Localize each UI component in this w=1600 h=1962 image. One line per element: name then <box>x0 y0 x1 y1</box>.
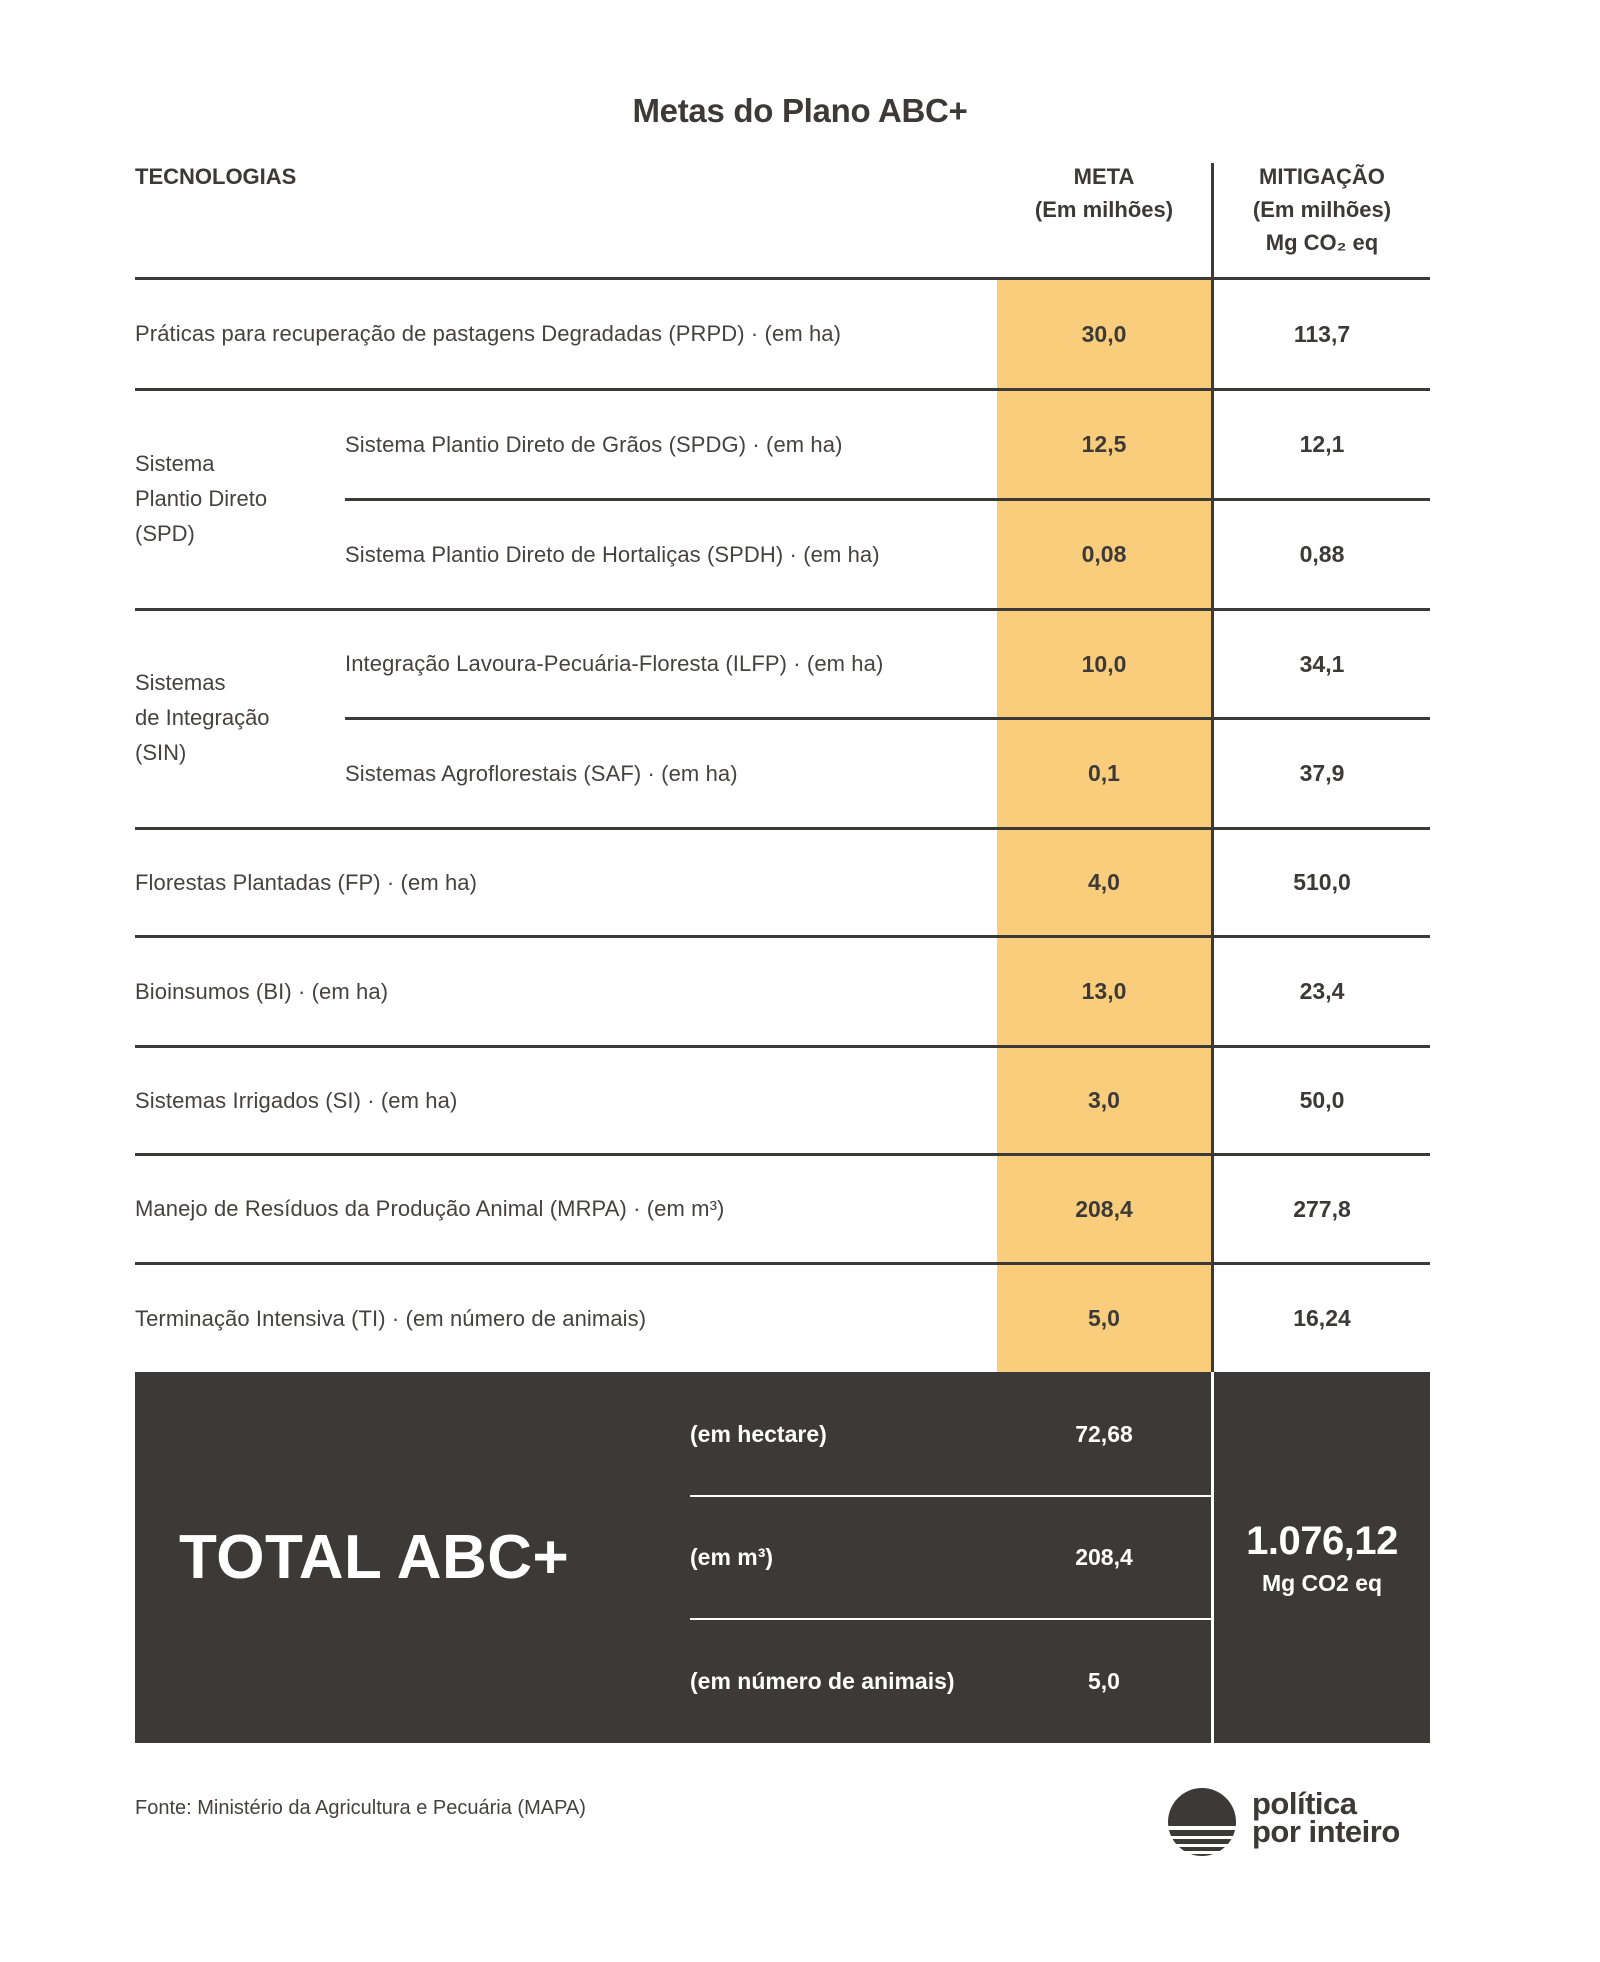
meta-value-ilfp: 10,0 <box>1081 650 1127 677</box>
mitigation-value-spdh: 0,88 <box>1299 541 1345 567</box>
total-row-value-m3: 208,4 <box>1075 1544 1133 1570</box>
mitigation-value-prpd: 113,7 <box>1293 320 1351 347</box>
row-divider <box>135 388 1430 391</box>
total-row-divider <box>690 1618 1211 1620</box>
total-abc-label: TOTAL ABC+ <box>179 1523 570 1592</box>
mitigacao-header-line3: Mg CO₂ eq <box>1265 230 1379 255</box>
total-row-label-hectare: (em hectare) <box>690 1420 827 1447</box>
meta-column-highlight <box>997 280 1211 1372</box>
row-label-bi: Bioinsumos (BI) · (em ha) <box>135 978 389 1004</box>
row-label-ilfp: Integração Lavoura-Pecuária-Floresta (IL… <box>345 651 884 676</box>
meta-value-fp: 4,0 <box>1088 869 1120 895</box>
meta-value-spdg: 12,5 <box>1081 431 1127 457</box>
row-label-fp: Florestas Plantadas (FP) · (em ha) <box>135 869 478 895</box>
meta-value-bi: 13,0 <box>1081 978 1127 1004</box>
mitigacao-header-line2: (Em milhões) <box>1252 197 1392 222</box>
meta-header-line2: (Em milhões) <box>1034 197 1174 222</box>
column-divider-line <box>1211 163 1214 1372</box>
header-divider-line <box>135 277 1430 280</box>
row-divider <box>135 827 1430 830</box>
sub-row-divider <box>345 717 1430 720</box>
meta-value-spdh: 0,08 <box>1081 541 1127 567</box>
total-mitigation-value: 1.076,12 <box>1246 1518 1398 1563</box>
total-row-divider <box>690 1495 1211 1497</box>
total-mitigation: 1.076,12 Mg CO2 eq <box>1214 1372 1430 1743</box>
row-label-mrpa: Manejo de Resíduos da Produção Animal (M… <box>135 1196 725 1221</box>
row-divider <box>135 1153 1430 1156</box>
column-header-tecnologias: TECNOLOGIAS <box>135 164 297 189</box>
row-label-prpd: Práticas para recuperação de pastagens D… <box>135 321 842 346</box>
row-divider <box>135 1045 1430 1048</box>
page-title: Metas do Plano ABC+ <box>632 92 968 129</box>
row-label-si: Sistemas Irrigados (SI) · (em ha) <box>135 1087 458 1113</box>
row-divider <box>135 1262 1430 1265</box>
total-row-value-hectare: 72,68 <box>1075 1420 1133 1447</box>
total-mitigation-unit: Mg CO2 eq <box>1261 1569 1383 1596</box>
meta-value-si: 3,0 <box>1088 1087 1120 1113</box>
mitigacao-header-line1: MITIGAÇÃO <box>1259 164 1385 189</box>
mitigation-value-bi: 23,4 <box>1299 978 1345 1004</box>
mitigation-value-ti: 16,24 <box>1293 1305 1351 1331</box>
total-row-value-animais: 5,0 <box>1088 1667 1120 1694</box>
sub-row-divider <box>345 498 1430 501</box>
column-header-meta: META (Em milhões) <box>997 160 1211 226</box>
mitigation-value-si: 50,0 <box>1299 1087 1345 1113</box>
meta-value-ti: 5,0 <box>1088 1305 1120 1331</box>
total-abc-block: TOTAL ABC+ (em hectare) 72,68 (em m³) 20… <box>135 1372 1430 1743</box>
meta-value-prpd: 30,0 <box>1081 320 1127 347</box>
mitigation-value-ilfp: 34,1 <box>1299 650 1345 677</box>
group-label-spd: Sistema Plantio Direto (SPD) <box>135 450 268 546</box>
total-column-divider-line <box>1211 1372 1214 1743</box>
logo-wordmark-line2: por inteiro <box>1252 1814 1400 1849</box>
row-divider <box>135 608 1430 611</box>
meta-value-mrpa: 208,4 <box>1075 1195 1133 1222</box>
group-label-sin: Sistemas de Integração (SIN) <box>135 670 270 765</box>
logo-wordmark: política por inteiro <box>1252 1786 1400 1849</box>
mitigation-value-saf: 37,9 <box>1299 760 1345 786</box>
total-row-label-m3: (em m³) <box>690 1544 774 1570</box>
row-divider <box>135 935 1430 938</box>
sun-stripes-logo-icon <box>1168 1788 1236 1856</box>
mitigation-value-fp: 510,0 <box>1293 869 1351 895</box>
politica-por-inteiro-logo: política por inteiro <box>1168 1788 1400 1856</box>
row-label-ti: Terminação Intensiva (TI) · (em número d… <box>135 1305 647 1331</box>
row-label-saf: Sistemas Agroflorestais (SAF) · (em ha) <box>345 760 738 786</box>
row-label-spdg: Sistema Plantio Direto de Grãos (SPDG) ·… <box>345 431 843 457</box>
mitigation-value-mrpa: 277,8 <box>1293 1195 1351 1222</box>
source-note: Fonte: Ministério da Agricultura e Pecuá… <box>135 1797 586 1819</box>
meta-header-line1: META <box>1073 164 1135 189</box>
meta-value-saf: 0,1 <box>1088 760 1120 786</box>
row-label-spdh: Sistema Plantio Direto de Hortaliças (SP… <box>345 541 880 567</box>
mitigation-value-spdg: 12,1 <box>1299 431 1345 457</box>
total-row-label-animais: (em número de animais) <box>690 1667 955 1694</box>
logo-wordmark-line1: política <box>1252 1786 1357 1821</box>
column-header-mitigacao: MITIGAÇÃO (Em milhões) Mg CO₂ eq <box>1214 160 1430 259</box>
